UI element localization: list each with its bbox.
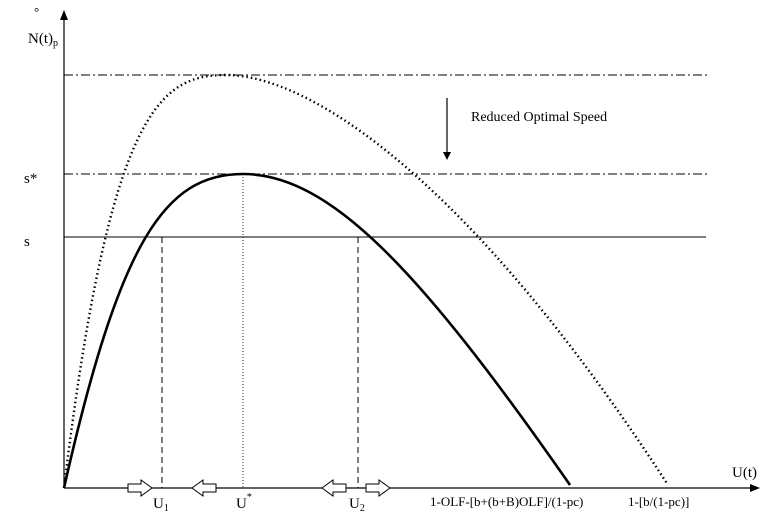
original-root-label: 1-[b/(1-pc)]	[628, 494, 689, 509]
original-curve	[62, 73, 670, 489]
x-axis-arrowhead	[750, 484, 760, 492]
s-star-label: s*	[24, 171, 37, 187]
reduced-curve	[62, 172, 572, 489]
y-axis-arrowhead	[60, 10, 68, 20]
s-label: s	[24, 234, 30, 250]
right-hollow-arrow-1	[127, 479, 153, 497]
y-axis-degree-mark: °	[34, 4, 39, 19]
u2-label: U2	[349, 496, 365, 514]
u1-label: U1	[153, 496, 169, 514]
x-axis-label: U(t)	[732, 465, 757, 481]
right-hollow-arrow-2	[365, 479, 391, 497]
reduced-speed-annotation: Reduced Optimal Speed	[471, 110, 607, 125]
u-star-label: U*	[236, 492, 252, 512]
left-hollow-arrow-2	[321, 479, 347, 497]
reduced-root-label: 1-OLF-[b+(b+B)OLF]/(1-pc)	[430, 494, 583, 509]
y-axis-label: N(t)p	[28, 31, 58, 49]
left-hollow-arrow-1	[191, 479, 217, 497]
